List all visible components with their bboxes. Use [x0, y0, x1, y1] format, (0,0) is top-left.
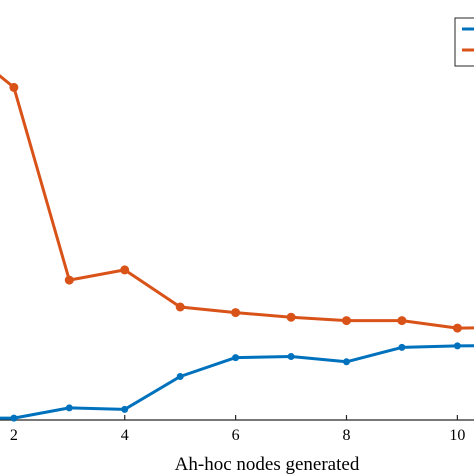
legend-box [454, 17, 474, 67]
series-layer [0, 74, 474, 422]
data-point-blue [453, 342, 461, 350]
x-axis-title: Ah-hoc nodes generated [175, 454, 360, 474]
data-point-blue [287, 353, 295, 360]
data-point-orange [175, 302, 185, 312]
data-point-blue [65, 404, 73, 412]
x-tick-label: 4 [121, 427, 129, 444]
data-point-orange [452, 323, 462, 333]
data-point-blue [232, 354, 240, 362]
data-point-blue [121, 405, 129, 413]
data-point-blue [398, 343, 406, 351]
axes: 2 4 6 8 10 [0, 415, 474, 444]
data-point-orange [231, 308, 241, 318]
data-point-orange [286, 312, 296, 322]
x-tick-label: 2 [10, 427, 18, 444]
series-line-orange [0, 74, 474, 330]
data-point-blue [176, 373, 184, 380]
data-point-blue [10, 414, 18, 422]
data-point-orange [342, 316, 351, 326]
data-point-orange [64, 275, 74, 285]
series-blue [0, 342, 474, 422]
x-tick-label: 6 [232, 427, 240, 444]
legend [454, 17, 474, 67]
data-point-orange [9, 82, 19, 92]
x-tick-label: 10 [449, 427, 465, 444]
data-point-blue [343, 358, 350, 366]
data-point-orange [397, 316, 407, 326]
series-orange [0, 74, 474, 333]
x-tick-label: 8 [342, 427, 350, 444]
data-point-orange [120, 265, 130, 275]
x-ticks: 2 4 6 8 10 [10, 415, 465, 444]
